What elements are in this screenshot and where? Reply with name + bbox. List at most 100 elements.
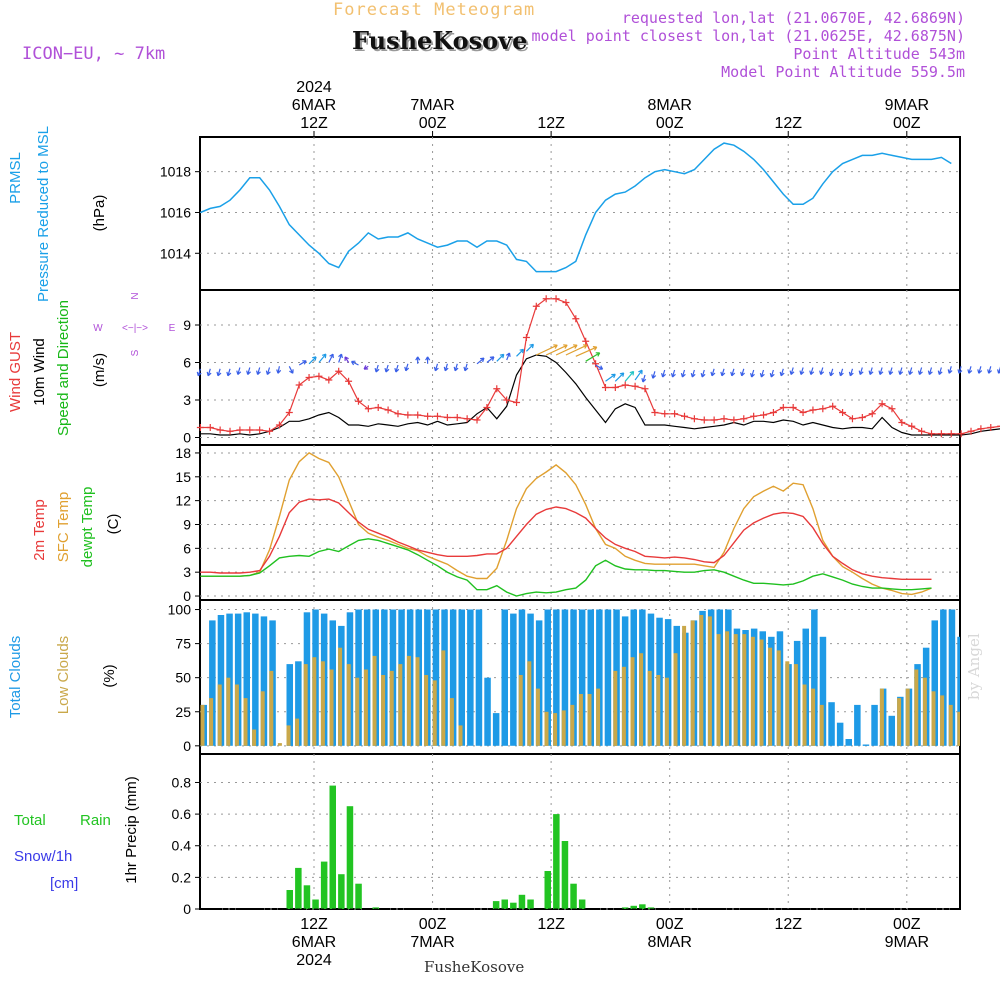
wind-direction-arrow: [256, 367, 261, 375]
low-cloud-bar: [432, 680, 437, 746]
total-cloud-bar: [432, 609, 440, 746]
low-cloud-bar: [656, 675, 661, 746]
total-cloud-bar: [492, 713, 500, 746]
panel-2: 0 3 6 9 12 15 18: [175, 444, 961, 604]
ylabel-unit-ms: (m/s): [91, 353, 108, 387]
wind-direction-arrow: [265, 367, 271, 375]
rain-bar: [492, 901, 500, 909]
wind-direction-arrow: [404, 363, 410, 372]
top-time-label-hour: 12Z: [300, 115, 328, 132]
legend-snow: Snow/1h: [14, 848, 72, 865]
low-cloud-bar: [415, 657, 420, 746]
y-tick-label: 9: [183, 317, 191, 333]
rain-bar: [338, 874, 345, 909]
y-tick-label: 0.4: [172, 838, 192, 854]
wind-direction-arrow: [555, 344, 578, 356]
wind-direction-arrow: [350, 360, 359, 366]
rain-bar: [501, 899, 508, 909]
low-cloud-bar: [802, 684, 807, 746]
gust-marker: [750, 412, 758, 420]
low-cloud-bar: [811, 688, 816, 746]
legend-snow-unit: [cm]: [50, 875, 78, 892]
top-time-label-hour: 00Z: [419, 115, 447, 132]
gust-marker: [503, 396, 511, 404]
gust-marker: [582, 337, 590, 345]
gust-marker: [908, 422, 916, 430]
gust-marker: [868, 410, 876, 418]
gust-marker: [246, 426, 254, 434]
wind-direction-arrow: [680, 369, 686, 378]
wind-direction-arrow: [987, 366, 993, 374]
ylabel-2m-temp: 2m Temp: [31, 499, 48, 560]
y-tick-label: 3: [183, 564, 191, 580]
y-tick-label: 1014: [160, 245, 191, 261]
pressure-line: [200, 142, 952, 273]
wind-direction-arrow: [878, 367, 884, 375]
gust-marker: [957, 430, 965, 438]
rain-bar: [312, 899, 319, 909]
wind-direction-arrow: [720, 368, 726, 377]
gust-marker: [681, 412, 688, 420]
total-cloud-bar: [940, 609, 947, 746]
wind-direction-arrow: [415, 356, 421, 364]
wind-direction-arrow: [779, 368, 785, 377]
gust-marker: [483, 404, 491, 411]
wind-gust-line: [200, 298, 1000, 435]
temp-2m-line: [200, 498, 932, 580]
wind-direction-arrow: [799, 367, 805, 375]
gust-marker: [256, 426, 264, 434]
low-cloud-bar: [707, 616, 712, 746]
low-cloud-bar: [234, 684, 239, 746]
low-cloud-bar: [286, 725, 291, 746]
gust-marker: [572, 315, 580, 323]
total-cloud-bar: [467, 609, 474, 746]
low-cloud-bar: [957, 711, 960, 746]
wind-direction-arrow: [947, 366, 953, 374]
gust-marker: [848, 415, 856, 423]
gust-marker: [690, 415, 698, 423]
total-cloud-bar: [484, 677, 491, 746]
gust-marker: [937, 430, 945, 438]
rain-bar: [295, 867, 302, 909]
total-cloud-bar: [510, 613, 517, 746]
total-cloud-bar: [931, 620, 938, 746]
rain-bar: [527, 899, 534, 909]
gust-marker: [236, 426, 244, 434]
total-cloud-bar: [836, 722, 844, 746]
wind-direction-arrow: [236, 367, 242, 375]
gust-marker: [740, 415, 748, 423]
rain-bar: [510, 902, 517, 909]
low-cloud-bar: [647, 670, 652, 746]
total-cloud-bar: [209, 620, 216, 746]
gust-marker: [206, 424, 214, 431]
gust-marker: [522, 334, 530, 341]
gust-marker: [829, 402, 837, 410]
low-cloud-bar: [922, 677, 927, 746]
gust-marker: [888, 405, 896, 413]
gust-marker: [443, 414, 451, 421]
total-cloud-bar: [596, 609, 603, 746]
bottom-time-label-hour: 00Z: [656, 916, 684, 933]
top-time-label-hour: 00Z: [656, 115, 684, 132]
wind-speed-line: [200, 354, 1000, 436]
top-time-label-date: 7MAR: [410, 97, 454, 114]
gust-marker: [374, 404, 382, 411]
total-cloud-bar: [561, 609, 569, 746]
gust-marker: [799, 409, 807, 416]
wind-direction-arrow: [536, 344, 558, 356]
gust-marker: [364, 405, 372, 413]
top-time-label-date: 9MAR: [885, 97, 929, 114]
chart-title: Forecast Meteogram: [333, 0, 536, 20]
low-cloud-bar: [389, 670, 394, 746]
ylabel-total-clouds: Total Clouds: [7, 636, 24, 719]
total-cloud-bar: [578, 609, 586, 746]
low-cloud-bar: [527, 661, 532, 746]
y-tick-label: 12: [175, 493, 191, 509]
wind-direction-arrow: [298, 360, 307, 366]
low-cloud-bar: [277, 743, 282, 746]
low-cloud-bar: [570, 704, 575, 746]
wind-direction-arrow: [318, 353, 327, 363]
low-cloud-bar: [776, 650, 781, 746]
gust-marker: [295, 381, 303, 389]
wind-direction-arrow: [651, 371, 657, 379]
